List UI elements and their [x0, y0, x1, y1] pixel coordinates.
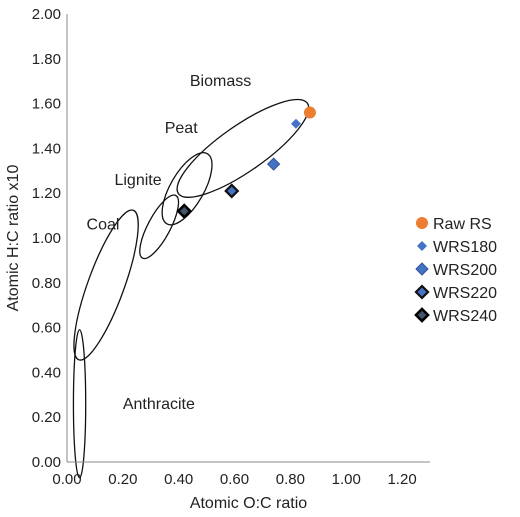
wrs200-legend-marker: [415, 262, 429, 276]
data-points: [176, 106, 316, 219]
peat-region-label: Peat: [165, 120, 198, 137]
y-axis-title: Atomic H:C ratio x10: [5, 165, 22, 312]
x-tick-label: 0.40: [164, 471, 193, 488]
y-tick-label: 1.00: [32, 230, 61, 247]
region-labels: Biomass Peat Lignite Coal Anthracite: [87, 73, 252, 413]
wrs180-legend-marker: [417, 241, 427, 251]
y-tick-label: 2.00: [32, 6, 61, 23]
y-tick-label: 1.20: [32, 185, 61, 202]
peat-region-ellipse: [161, 152, 213, 226]
y-tick-label: 1.40: [32, 140, 61, 157]
x-tick-label: 1.00: [332, 471, 361, 488]
raw-rs-legend-marker: [416, 217, 428, 229]
raw-rs-point: [303, 106, 316, 119]
x-axis-title: Atomic O:C ratio: [190, 495, 307, 512]
raw-rs-legend-label: Raw RS: [433, 216, 492, 233]
legend: Raw RS WRS180 WRS200 WRS220 WRS240: [414, 216, 497, 325]
y-tick-label: 0.80: [32, 275, 61, 292]
anthracite-region-ellipse: [72, 329, 87, 479]
wrs220-legend-label: WRS220: [433, 285, 497, 302]
wrs220-point: [224, 183, 240, 199]
y-tick-label: 1.80: [32, 51, 61, 68]
x-tick-label: 0.00: [52, 471, 81, 488]
wrs200-point: [266, 157, 281, 171]
lignite-region-ellipse: [139, 194, 180, 260]
y-tick-label: 0.00: [32, 454, 61, 471]
wrs180-point: [290, 118, 301, 129]
coal-region-ellipse: [73, 209, 139, 361]
wrs220-legend-marker: [414, 284, 430, 300]
x-tick-label: 0.80: [276, 471, 305, 488]
coal-region-label: Coal: [87, 217, 120, 234]
y-tick-label: 0.40: [32, 364, 61, 381]
wrs240-legend-marker: [414, 307, 430, 323]
coal-band-regions: [72, 98, 310, 479]
y-tick-label: 1.60: [32, 96, 61, 113]
wrs240-point: [176, 203, 193, 219]
lignite-region-label: Lignite: [114, 172, 161, 189]
biomass-region-label: Biomass: [190, 73, 251, 90]
biomass-region-ellipse: [176, 98, 310, 198]
axes: [66, 14, 430, 463]
anthracite-region-label: Anthracite: [123, 396, 195, 413]
x-tick-label: 0.60: [220, 471, 249, 488]
x-tick-label: 1.20: [387, 471, 416, 488]
x-tick-label: 0.20: [108, 471, 137, 488]
y-tick-label: 0.60: [32, 320, 61, 337]
wrs240-legend-label: WRS240: [433, 308, 497, 325]
y-tick-label: 0.20: [32, 409, 61, 426]
tick-labels: 0.00 0.20 0.40 0.60 0.80 1.00 1.20 1.40 1.60 1.80…: [32, 6, 417, 488]
wrs180-legend-label: WRS180: [433, 239, 497, 256]
wrs200-legend-label: WRS200: [433, 262, 497, 279]
